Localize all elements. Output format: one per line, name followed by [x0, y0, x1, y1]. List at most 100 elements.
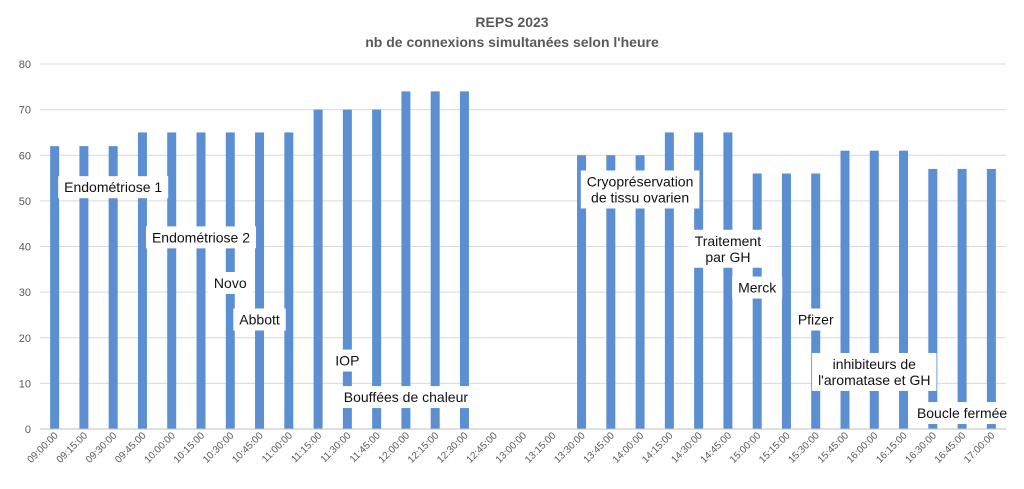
x-tick-label: 09:45:00 — [113, 430, 149, 466]
y-tick-label: 80 — [19, 59, 31, 71]
bar — [108, 146, 118, 429]
annotation-label: Bouffées de chaleur — [337, 386, 475, 409]
chart-subtitle: nb de connexions simultanées selon l'heu… — [365, 34, 659, 50]
bar — [577, 155, 587, 429]
x-tick-label: 13:30:00 — [552, 430, 588, 466]
bar — [167, 132, 177, 429]
bar — [781, 173, 791, 429]
annotation-background — [337, 386, 475, 409]
x-tick-label: 14:30:00 — [669, 430, 705, 466]
x-tick-label: 14:45:00 — [699, 430, 735, 466]
x-tick-label: 11:30:00 — [319, 430, 354, 465]
x-tick-label: 12:45:00 — [465, 430, 501, 466]
x-tick-label: 15:15:00 — [757, 430, 793, 466]
annotation-label: Endométriose 2 — [145, 226, 257, 249]
annotation-text: Merck — [738, 280, 777, 296]
x-tick-label: 14:15:00 — [640, 430, 676, 466]
x-tick-label: 16:00:00 — [845, 430, 881, 466]
annotation-text: l'aromatase et GH — [818, 372, 930, 388]
annotation-text: par GH — [705, 249, 750, 265]
x-tick-label: 15:45:00 — [816, 430, 852, 466]
annotation-background — [207, 272, 253, 294]
y-tick-label: 20 — [19, 333, 31, 345]
annotation-text: Novo — [214, 275, 247, 291]
bar — [401, 91, 411, 429]
x-tick-label: 16:45:00 — [933, 430, 969, 466]
y-tick-label: 50 — [19, 196, 31, 208]
x-tick-label: 11:15:00 — [289, 430, 324, 465]
annotation-background — [791, 308, 840, 331]
bar — [752, 173, 762, 429]
bar — [430, 91, 440, 429]
y-tick-label: 10 — [19, 378, 31, 390]
bar — [723, 132, 733, 429]
bar — [957, 168, 967, 429]
x-tick-label: 10:15:00 — [172, 430, 208, 466]
x-tick-label: 13:15:00 — [523, 430, 559, 466]
annotation-text: de tissu ovarien — [591, 189, 689, 205]
x-tick-label: 12:00:00 — [377, 430, 413, 466]
annotation-text: Abbott — [239, 312, 280, 328]
annotation-label: inhibiteurs del'aromatase et GH — [812, 352, 937, 391]
bar — [137, 132, 147, 429]
bar — [869, 150, 879, 429]
annotation-text: Endométriose 2 — [152, 229, 250, 245]
annotation-background — [732, 276, 783, 299]
bar — [459, 91, 469, 429]
x-tick-label: 09:15:00 — [55, 430, 91, 466]
bar — [694, 132, 704, 429]
x-tick-label: 10:30:00 — [201, 430, 237, 466]
annotation-text: Endométriose 1 — [64, 179, 162, 195]
y-tick-label: 40 — [19, 242, 31, 254]
annotation-text: Traitement — [695, 233, 762, 249]
x-tick-label: 09:30:00 — [84, 430, 120, 466]
y-tick-label: 70 — [19, 105, 31, 117]
x-tick-label: 13:00:00 — [494, 430, 530, 466]
bar — [50, 146, 60, 429]
chart-title: REPS 2023 — [475, 14, 548, 30]
x-tick-label: 10:00:00 — [143, 430, 179, 466]
annotation-label: Endométriose 1 — [58, 176, 169, 199]
x-tick-label: 12:15:00 — [406, 430, 442, 466]
annotation-background — [580, 170, 700, 209]
bar — [196, 132, 206, 429]
bar — [342, 109, 352, 429]
annotation-background — [145, 226, 257, 249]
annotation-background — [58, 176, 169, 199]
y-tick-label: 60 — [19, 150, 31, 162]
x-tick-label: 15:30:00 — [787, 430, 823, 466]
x-tick-label: 14:00:00 — [611, 430, 647, 466]
annotation-text: Cryopréservation — [587, 173, 694, 189]
bar — [899, 150, 909, 429]
annotation-text: Boucle fermée — [917, 405, 1007, 421]
x-tick-label: 16:30:00 — [904, 430, 940, 466]
bar — [606, 155, 616, 429]
annotation-background — [233, 308, 286, 331]
bar — [840, 150, 850, 429]
annotation-background — [688, 229, 768, 268]
x-tick-label: 12:30:00 — [435, 430, 471, 466]
annotation-text: inhibiteurs de — [833, 356, 916, 372]
bar — [635, 155, 645, 429]
y-tick-label: 30 — [19, 287, 31, 299]
annotation-background — [910, 402, 1014, 425]
x-tick-label: 16:15:00 — [874, 430, 910, 466]
x-tick-label: 15:00:00 — [728, 430, 764, 466]
y-tick-label: 0 — [25, 424, 31, 436]
x-tick-label: 10:45:00 — [230, 430, 266, 466]
bar — [313, 109, 323, 429]
y-axis: 0 10 20 30 40 50 60 70 80 — [19, 59, 31, 436]
annotation-text: IOP — [335, 353, 359, 369]
x-tick-label: 17:00:00 — [962, 430, 998, 466]
bar — [664, 132, 674, 429]
x-tick-label: 11:00:00 — [260, 430, 295, 465]
bar — [284, 132, 294, 429]
annotation-label: Boucle fermée — [910, 402, 1014, 425]
annotation-label: Merck — [732, 276, 783, 299]
bar — [79, 146, 89, 429]
bar — [255, 132, 265, 429]
annotation-label: Pfizer — [791, 308, 840, 331]
annotation-label: Novo — [207, 272, 253, 294]
